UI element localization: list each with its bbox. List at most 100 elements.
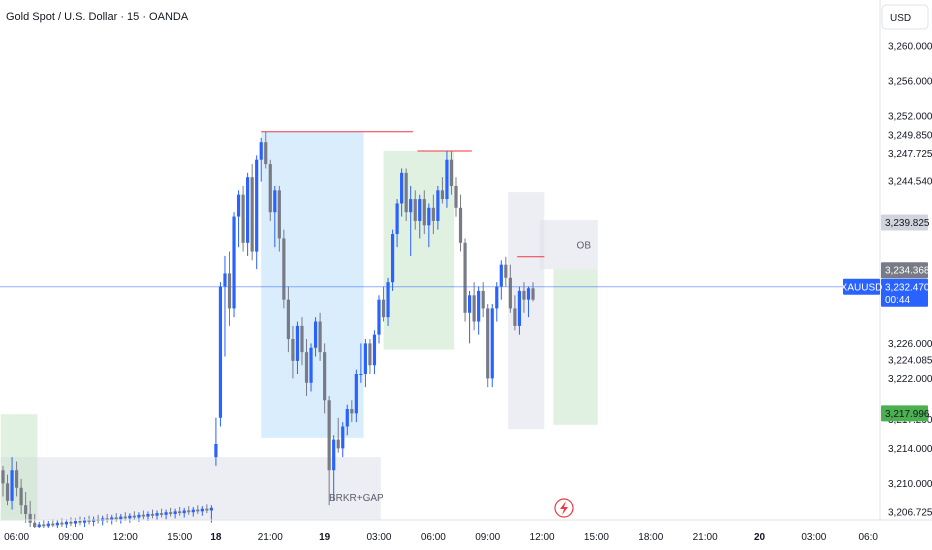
candle: [499, 260, 503, 300]
time-tick-label: 06:00: [421, 532, 446, 543]
price-tick-label: 3,222.000: [888, 374, 932, 385]
candle: [282, 229, 286, 309]
candle: [191, 506, 195, 517]
candle: [223, 255, 227, 357]
lightning-icon[interactable]: [554, 498, 574, 518]
candle: [504, 256, 508, 287]
candle: [218, 282, 223, 427]
candle: [431, 194, 435, 235]
candle: [24, 492, 28, 523]
time-tick-label: 09:00: [475, 532, 500, 543]
candle: [390, 229, 395, 291]
time-tick-label: 03:00: [801, 532, 826, 543]
price-tags-layer: 3,239.825 3,234.368 3,232.470 00:44 3,217.99…: [841, 214, 930, 422]
candle: [526, 286, 531, 318]
candle: [119, 513, 123, 524]
candle: [449, 150, 454, 195]
time-tick-label: 06:00: [4, 532, 29, 543]
candle: [259, 137, 263, 182]
candle: [481, 282, 485, 318]
candle: [264, 131, 268, 169]
bottom-gray-zone[interactable]: [0, 457, 381, 520]
candle: [241, 185, 245, 252]
time-tick-label: 18:00: [638, 532, 663, 543]
candle: [19, 478, 23, 514]
price-tag-value: 3,232.470: [885, 282, 930, 293]
ob-zone[interactable]: [539, 220, 598, 270]
candle: [250, 164, 254, 261]
candle: [490, 304, 494, 388]
ob-low-tag: 3,234.368: [881, 262, 930, 279]
candle: [350, 400, 354, 423]
candle: [169, 507, 173, 517]
candle: [332, 435, 336, 501]
candle: [300, 317, 304, 366]
candle: [386, 277, 390, 326]
candle: [395, 199, 399, 248]
ob-green-strip[interactable]: [553, 269, 598, 286]
symbol-tag-label: XAUUSD: [841, 282, 883, 293]
ob-high-tag: 3,239.825: [881, 214, 930, 231]
candle: [155, 510, 159, 521]
price-tick-label: 3,206.725: [888, 508, 932, 519]
blue-zone-1[interactable]: [261, 131, 364, 438]
candle: [368, 339, 372, 375]
ob-label: OB: [577, 241, 592, 252]
candle: [467, 290, 472, 344]
candle: [187, 506, 191, 515]
candle: [255, 155, 259, 270]
candle: [508, 264, 512, 313]
candle: [309, 343, 313, 392]
bar-countdown: 00:44: [885, 295, 910, 306]
price-axis[interactable]: 3,260.000 3,256.000 3,252.000 3,249.850 3,24…: [888, 42, 932, 519]
candle: [454, 177, 458, 217]
time-tick-label: 21:00: [258, 532, 283, 543]
candle: [486, 304, 490, 388]
candle: [277, 185, 281, 252]
price-tag-value: 3,234.368: [885, 266, 930, 277]
candle: [427, 203, 431, 248]
candle: [227, 251, 232, 326]
candle: [37, 521, 41, 528]
candle: [132, 511, 136, 521]
time-axis[interactable]: 06:00 09:00 12:00 15:00 18 21:00 19 03:00 06:00 0…: [4, 532, 878, 543]
candle: [372, 330, 377, 375]
left-green-zone[interactable]: [0, 414, 38, 520]
candle: [531, 282, 535, 302]
candle: [422, 190, 426, 235]
time-tick-label: 15:00: [167, 532, 192, 543]
price-tick-label: 3,210.000: [888, 479, 932, 490]
price-tick-label: 3,226.000: [888, 339, 932, 350]
candle: [1, 465, 5, 497]
time-tick-label: 18: [210, 532, 222, 543]
candle: [359, 343, 363, 383]
candle: [141, 510, 146, 520]
candle: [336, 417, 340, 453]
candle: [14, 461, 19, 497]
price-tick-label: 3,214.000: [888, 444, 932, 455]
candle: [42, 520, 46, 528]
candle: [286, 286, 290, 353]
time-tick-label: 15:00: [584, 532, 609, 543]
candle: [128, 513, 132, 523]
candle: [409, 185, 413, 256]
candle: [246, 172, 250, 256]
candle: [268, 159, 272, 221]
candle: [146, 511, 150, 521]
candle: [477, 286, 481, 335]
candle: [377, 295, 381, 344]
time-tick-label: 03:00: [366, 532, 391, 543]
price-tick-label: 3,260.000: [888, 42, 932, 53]
symbol-tag: XAUUSD: [841, 278, 883, 295]
candle: [436, 185, 440, 230]
candle: [10, 457, 14, 510]
green-zone-2[interactable]: [553, 285, 598, 425]
currency-button[interactable]: USD: [881, 4, 929, 30]
time-tick-label: 12:00: [113, 532, 138, 543]
candle: [214, 417, 218, 466]
candle: [345, 404, 349, 436]
candles-layer: [1, 131, 535, 528]
candle: [313, 317, 318, 357]
candle: [273, 185, 277, 248]
